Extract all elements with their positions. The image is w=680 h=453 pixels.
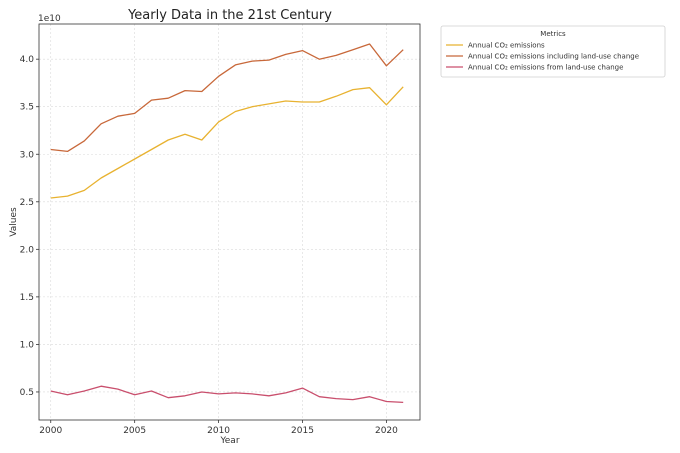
y-multiplier-label: 1e10 bbox=[38, 14, 61, 24]
x-tick-label: 2015 bbox=[291, 426, 314, 436]
chart-title: Yearly Data in the 21st Century bbox=[127, 8, 332, 23]
plot-area-frame bbox=[38, 23, 421, 421]
x-tick-label: 2005 bbox=[123, 426, 146, 436]
x-tick-label: 2000 bbox=[39, 426, 62, 436]
y-tick-label: 1.0 bbox=[20, 340, 35, 350]
y-tick-label: 3.5 bbox=[20, 103, 34, 113]
y-tick-label: 0.5 bbox=[20, 388, 34, 398]
y-tick-label: 4.0 bbox=[20, 55, 35, 65]
series-lines bbox=[50, 43, 404, 404]
series-line-1 bbox=[50, 86, 404, 199]
y-tick-label: 2.5 bbox=[20, 198, 34, 208]
legend-label-1: Annual CO₂ emissions bbox=[468, 42, 545, 50]
x-tick-label: 2020 bbox=[375, 426, 398, 436]
legend-box bbox=[440, 25, 666, 78]
y-tick-label: 1.5 bbox=[20, 293, 34, 303]
legend-label-3: Annual CO₂ emissions from land-use chang… bbox=[468, 64, 623, 72]
series-line-3 bbox=[50, 385, 404, 404]
grid bbox=[39, 24, 420, 420]
legend-label-2: Annual CO₂ emissions including land-use … bbox=[468, 53, 639, 61]
legend-title: Metrics bbox=[540, 30, 566, 38]
axis-ticks: 2000 2005 2010 2015 2020 0.5 1.0 1.5 2.0 2.5 3.0 3.… bbox=[20, 55, 398, 436]
y-tick-label: 2.0 bbox=[20, 245, 35, 255]
y-axis-label: Values bbox=[9, 207, 19, 237]
series-line-2 bbox=[50, 43, 404, 153]
x-axis-label: Year bbox=[219, 436, 239, 446]
x-tick-label: 2010 bbox=[207, 426, 230, 436]
legend: Metrics Annual CO₂ emissions Annual CO₂ e… bbox=[440, 25, 666, 78]
y-tick-label: 3.0 bbox=[20, 150, 35, 160]
